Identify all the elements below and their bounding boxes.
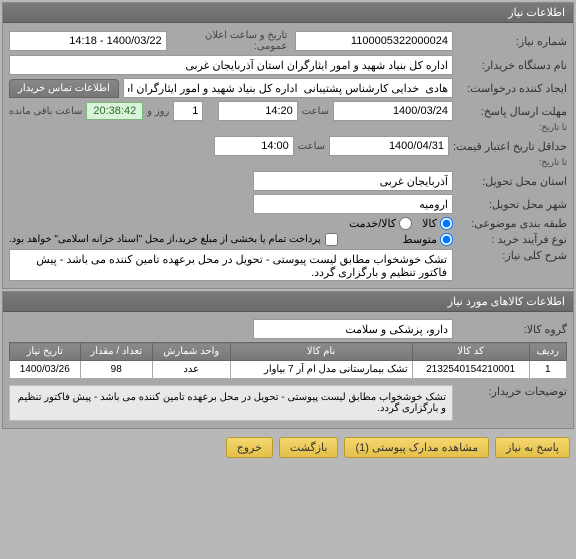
- col-name: نام کالا: [230, 343, 412, 361]
- main-info-panel: اطلاعات نیاز شماره نیاز: تاریخ و ساعت اع…: [2, 2, 574, 289]
- back-button[interactable]: بازگشت: [279, 437, 339, 458]
- buyer-notes-label: توضیحات خریدار:: [457, 385, 567, 398]
- treasury-checkbox-label: پرداخت تمام یا بخشی از مبلغ خرید،از محل …: [9, 234, 321, 245]
- group-label: گروه کالا:: [457, 323, 567, 336]
- treasury-checkbox-row[interactable]: پرداخت تمام یا بخشی از مبلغ خرید،از محل …: [9, 233, 338, 246]
- items-panel-title: اطلاعات کالاهای مورد نیاز: [3, 292, 573, 312]
- validity-time-input[interactable]: [214, 136, 294, 156]
- validity-date-input[interactable]: [329, 136, 449, 156]
- grouping-radio-goods[interactable]: کالا: [422, 217, 453, 230]
- process-radio-medium[interactable]: متوسط: [402, 233, 453, 246]
- province-input[interactable]: [253, 171, 453, 191]
- col-code: کد کالا: [412, 343, 529, 361]
- cell-date: 1400/03/26: [10, 361, 81, 379]
- exit-button[interactable]: خروج: [226, 437, 273, 458]
- respond-button[interactable]: پاسخ به نیاز: [495, 437, 570, 458]
- cell-name: تشک بیمارستانی مدل ام آر 7 بیاوار: [230, 361, 412, 379]
- deadline-time-input[interactable]: [218, 101, 298, 121]
- view-attachments-button[interactable]: مشاهده مدارک پیوستی (1): [344, 437, 489, 458]
- buyer-org-input[interactable]: [9, 55, 453, 75]
- col-date: تاریخ نیاز: [10, 343, 81, 361]
- col-qty: تعداد / مقدار: [80, 343, 152, 361]
- desc-label: شرح کلی نیاز:: [457, 249, 567, 262]
- announce-date-input[interactable]: [9, 31, 167, 51]
- grouping-opt1-label: کالا: [422, 217, 437, 230]
- deadline-date-input[interactable]: [333, 101, 453, 121]
- city-input[interactable]: [253, 194, 453, 214]
- cell-qty: 98: [80, 361, 152, 379]
- col-rownum: ردیف: [529, 343, 566, 361]
- days-label: روز و: [147, 106, 169, 117]
- col-unit: واحد شمارش: [152, 343, 230, 361]
- buyer-org-label: نام دستگاه خریدار:: [457, 59, 567, 72]
- cell-unit: عدد: [152, 361, 230, 379]
- time-label-2: ساعت: [298, 141, 325, 152]
- city-label: شهر محل تحویل:: [457, 198, 567, 211]
- deadline-until-label: تا تاریخ:: [457, 122, 567, 133]
- grouping-radio-goods-service[interactable]: کالا/خدمت: [349, 217, 412, 230]
- grouping-opt2-label: کالا/خدمت: [349, 217, 396, 230]
- request-no-input[interactable]: [295, 31, 453, 51]
- process-radio-medium-input[interactable]: [440, 233, 453, 246]
- validity-until-label: تا تاریخ:: [457, 157, 567, 168]
- panel-title: اطلاعات نیاز: [3, 3, 573, 23]
- days-count-input[interactable]: [173, 101, 203, 121]
- buyer-notes-text: تشک خوشخواب مطابق لیست پیوستی - تحویل در…: [9, 385, 453, 421]
- cell-code: 2132540154210001: [412, 361, 529, 379]
- grouping-radio-goods-service-input[interactable]: [399, 217, 412, 230]
- province-label: استان محل تحویل:: [457, 175, 567, 188]
- validity-label: حداقل تاریخ اعتبار قیمت:: [453, 140, 567, 153]
- desc-textarea[interactable]: [9, 249, 453, 281]
- cell-rownum: 1: [529, 361, 566, 379]
- group-input[interactable]: [253, 319, 453, 339]
- items-table: ردیف کد کالا نام کالا واحد شمارش تعداد /…: [9, 342, 567, 379]
- items-panel: اطلاعات کالاهای مورد نیاز گروه کالا: ردی…: [2, 291, 574, 429]
- grouping-label: طبقه بندی موضوعی:: [457, 217, 567, 230]
- grouping-radio-goods-input[interactable]: [440, 217, 453, 230]
- buyer-contact-button[interactable]: اطلاعات تماس خریدار: [9, 79, 119, 98]
- announce-date-label: تاریخ و ساعت اعلان عمومی:: [171, 30, 288, 52]
- footer-buttons: پاسخ به نیاز مشاهده مدارک پیوستی (1) باز…: [0, 431, 576, 464]
- request-no-label: شماره نیاز:: [457, 35, 567, 48]
- deadline-label: مهلت ارسال پاسخ:: [457, 105, 567, 118]
- requester-label: ایجاد کننده درخواست:: [457, 82, 567, 95]
- treasury-checkbox[interactable]: [325, 233, 338, 246]
- table-row[interactable]: 1 2132540154210001 تشک بیمارستانی مدل ام…: [10, 361, 567, 379]
- process-opt-label: متوسط: [402, 233, 437, 246]
- countdown-timer: 20:38:42: [86, 102, 143, 120]
- remaining-label: ساعت باقی مانده: [9, 106, 82, 117]
- requester-input[interactable]: [123, 78, 453, 98]
- table-header-row: ردیف کد کالا نام کالا واحد شمارش تعداد /…: [10, 343, 567, 361]
- process-label: نوع فرآیند خرید :: [457, 233, 567, 246]
- time-label-1: ساعت: [302, 106, 329, 117]
